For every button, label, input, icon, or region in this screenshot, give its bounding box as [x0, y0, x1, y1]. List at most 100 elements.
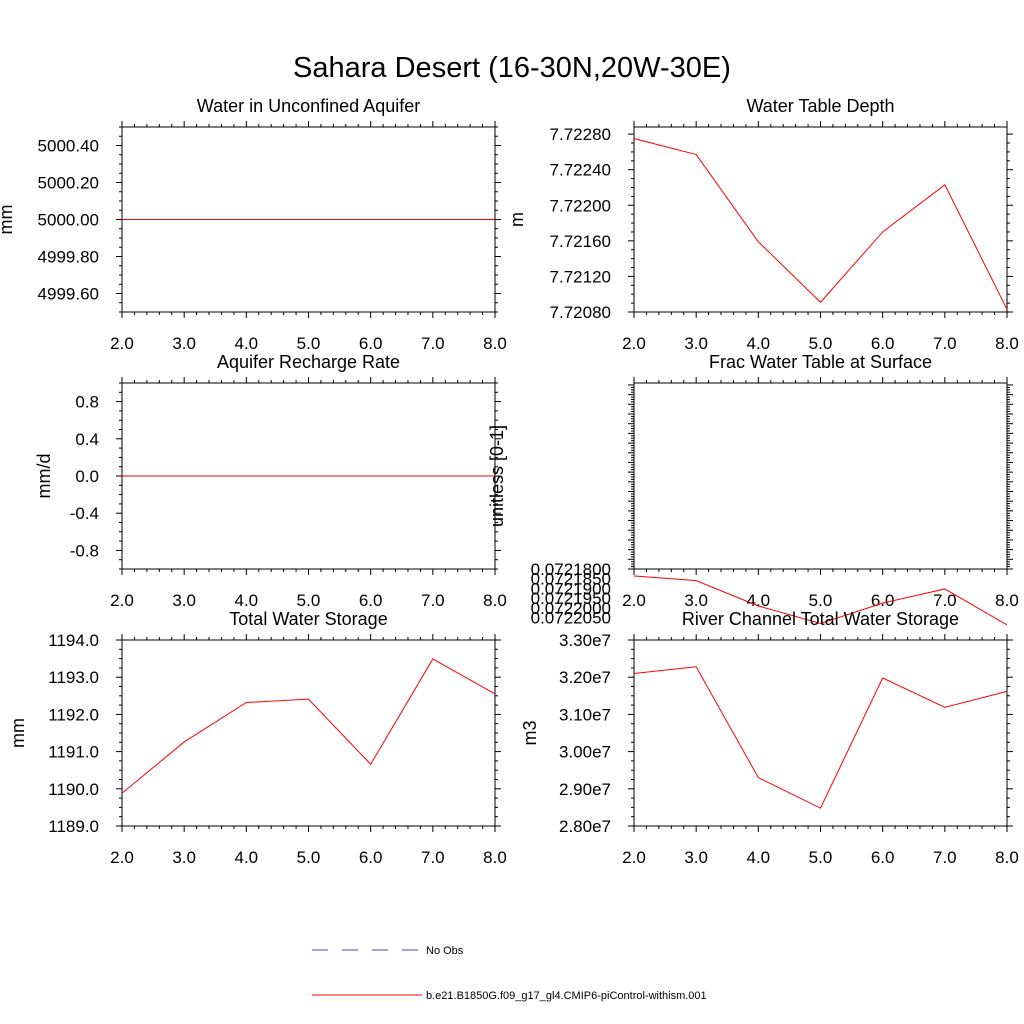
x-tick-label: 5.0 [297, 591, 321, 610]
panel-title: Aquifer Recharge Rate [217, 352, 400, 372]
y-tick-label: 7.72080 [550, 303, 611, 322]
x-tick-label: 3.0 [684, 848, 708, 867]
y-tick-label: 5000.00 [38, 211, 99, 230]
y-tick-label: 1189.0 [48, 817, 99, 836]
y-tick-label: 1192.0 [48, 705, 99, 724]
x-tick-label: 8.0 [483, 591, 507, 610]
x-tick-label: 2.0 [622, 334, 646, 353]
legend-entry-obs: No Obs [312, 945, 464, 957]
panel-title: Frac Water Table at Surface [709, 352, 932, 372]
x-tick-label: 8.0 [483, 848, 507, 867]
x-tick-label: 2.0 [110, 591, 134, 610]
y-tick-label: 0.0721800 [531, 560, 611, 579]
y-tick-label: 0.8 [75, 393, 99, 412]
y-tick-label: -0.4 [70, 504, 99, 523]
y-tick-label: 2.80e7 [559, 817, 611, 836]
series-line [633, 575, 1008, 626]
plot-frame [121, 639, 496, 827]
y-tick-label: 0.0721900 [531, 579, 611, 598]
x-tick-label: 5.0 [809, 848, 833, 867]
x-tick-label: 2.0 [622, 848, 646, 867]
x-tick-label: 2.0 [110, 334, 134, 353]
legend-entry-model: b.e21.B1850G.f09_g17_gl4.CMIP6-piControl… [312, 990, 707, 1002]
series-line [633, 138, 1008, 310]
y-tick-label: 7.72160 [550, 232, 611, 251]
y-tick-label: 3.00e7 [559, 743, 611, 762]
y-tick-label: 1191.0 [48, 743, 99, 762]
x-tick-label: 5.0 [809, 591, 833, 610]
y-tick-label: 7.72280 [550, 125, 611, 144]
x-tick-label: 4.0 [747, 334, 771, 353]
x-tick-label: 6.0 [871, 334, 895, 353]
x-tick-label: 3.0 [172, 334, 196, 353]
x-tick-label: 2.0 [622, 591, 646, 610]
x-tick-label: 7.0 [421, 334, 445, 353]
legend-label-obs: No Obs [426, 945, 464, 957]
y-tick-label: 5000.40 [38, 137, 99, 156]
x-tick-label: 8.0 [995, 334, 1019, 353]
x-tick-label: 5.0 [297, 334, 321, 353]
y-tick-label: 0.0722050 [531, 608, 611, 627]
y-tick-label: 5000.20 [38, 174, 99, 193]
panel-title: River Channel Total Water Storage [682, 609, 959, 629]
y-tick-label: 4999.60 [38, 285, 99, 304]
x-tick-label: 8.0 [995, 591, 1019, 610]
panel-title: Water in Unconfined Aquifer [197, 96, 420, 116]
y-tick-label: 7.72200 [550, 196, 611, 215]
x-tick-label: 4.0 [747, 591, 771, 610]
x-tick-label: 6.0 [359, 848, 383, 867]
plot-frame [633, 382, 1008, 570]
y-tick-label: 0.0721950 [531, 589, 611, 608]
legend-label-model: b.e21.B1850G.f09_g17_gl4.CMIP6-piControl… [426, 990, 707, 1002]
y-axis-label: mm/d [34, 454, 54, 499]
y-axis-label: unitless [0-1] [487, 425, 507, 527]
x-tick-label: 6.0 [359, 591, 383, 610]
y-tick-label: 0.4 [75, 430, 99, 449]
y-tick-label: 7.72240 [550, 161, 611, 180]
x-tick-label: 8.0 [995, 848, 1019, 867]
y-tick-label: 0.0 [75, 467, 99, 486]
y-tick-label: 1194.0 [48, 631, 99, 650]
panel-2: Water Table Depth 2.0 3.0 4.0 5.0 6.0 7.0 8.0 7.… [507, 96, 1019, 353]
panel-1: Water in Unconfined Aquifer 2.0 3.0 4.0 5.0 6… [0, 96, 507, 353]
panels: Water in Unconfined Aquifer 2.0 3.0 4.0 5.0 6… [0, 96, 1019, 867]
y-tick-label: 3.20e7 [559, 668, 611, 687]
plot-frame [633, 126, 1008, 313]
x-tick-label: 7.0 [933, 591, 957, 610]
x-tick-label: 6.0 [871, 848, 895, 867]
x-tick-label: 3.0 [684, 591, 708, 610]
panel-6: River Channel Total Water Storage 2.0 3.0 4… [520, 609, 1019, 867]
panel-title: Total Water Storage [229, 609, 387, 629]
y-tick-label: 2.90e7 [559, 780, 611, 799]
x-tick-label: 7.0 [933, 334, 957, 353]
x-tick-label: 4.0 [235, 848, 259, 867]
panel-4: Frac Water Table at Surface 2.0 3.0 4.0 5.0 6… [487, 352, 1019, 627]
x-tick-label: 7.0 [933, 848, 957, 867]
x-tick-label: 4.0 [747, 848, 771, 867]
y-tick-label: 1190.0 [48, 780, 99, 799]
series-line [633, 666, 1008, 809]
panel-title: Water Table Depth [746, 96, 894, 116]
y-tick-label: 3.10e7 [559, 705, 611, 724]
y-axis-label: m [507, 212, 527, 227]
x-tick-label: 7.0 [421, 591, 445, 610]
x-tick-label: 2.0 [110, 848, 134, 867]
figure-title: Sahara Desert (16-30N,20W-30E) [293, 52, 731, 84]
series-line [121, 658, 496, 794]
x-tick-label: 3.0 [172, 848, 196, 867]
legend: No Obs b.e21.B1850G.f09_g17_gl4.CMIP6-pi… [312, 945, 707, 1002]
y-axis-label: mm [8, 718, 28, 748]
y-axis-label: mm [0, 205, 16, 235]
y-tick-label: 7.72120 [550, 267, 611, 286]
y-tick-label: 1193.0 [48, 668, 99, 687]
x-tick-label: 3.0 [172, 591, 196, 610]
x-tick-label: 3.0 [684, 334, 708, 353]
x-tick-label: 5.0 [297, 848, 321, 867]
y-axis-label: m3 [520, 720, 540, 745]
x-tick-label: 6.0 [359, 334, 383, 353]
y-tick-label: 0.0722000 [531, 599, 611, 618]
x-tick-label: 7.0 [421, 848, 445, 867]
x-tick-label: 6.0 [871, 591, 895, 610]
x-tick-label: 5.0 [809, 334, 833, 353]
